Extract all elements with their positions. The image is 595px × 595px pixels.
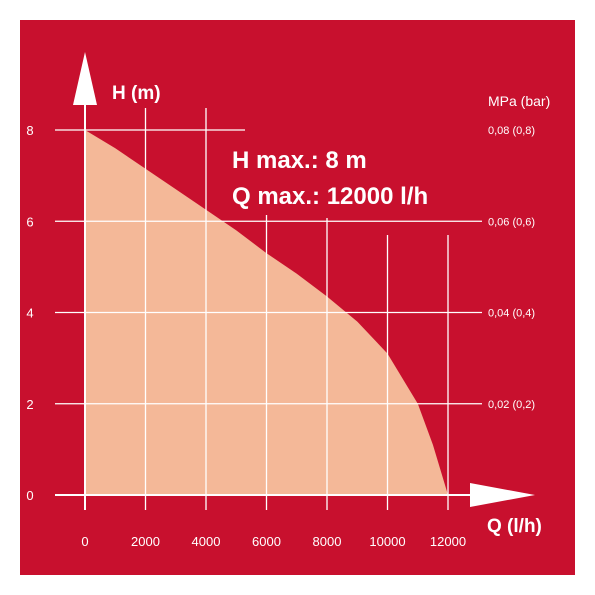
y2-tick-label: 0,06 (0,6) xyxy=(488,216,535,228)
x-tick-label: 0 xyxy=(81,534,88,549)
x-tick-label: 10000 xyxy=(369,534,405,549)
y-tick-label: 2 xyxy=(26,397,33,412)
y2-tick-label: 0,04 (0,4) xyxy=(488,308,535,320)
y-tick-label: 6 xyxy=(26,214,33,229)
y2-axis-title: MPa (bar) xyxy=(488,93,550,109)
annotation-q-max: Q max.: 12000 l/h xyxy=(232,183,428,210)
grid-lines xyxy=(55,108,482,510)
y-axis-title: H (m) xyxy=(112,83,161,104)
y-tick-label: 8 xyxy=(26,123,33,138)
tick-labels: 0 2000 4000 6000 8000 10000 12000 0 2 4 6 8 0,02 (0,… xyxy=(26,123,535,549)
x-axis-arrow xyxy=(470,483,535,507)
y2-tick-label: 0,08 (0,8) xyxy=(488,125,535,137)
x-tick-label: 4000 xyxy=(192,534,221,549)
y-tick-label: 0 xyxy=(26,488,33,503)
axes xyxy=(55,52,535,510)
x-tick-label: 6000 xyxy=(252,534,281,549)
annotation-h-max: H max.: 8 m xyxy=(232,147,367,174)
x-tick-label: 12000 xyxy=(430,534,466,549)
y-axis-arrow xyxy=(73,52,97,105)
y-tick-label: 4 xyxy=(26,306,33,321)
x-tick-label: 2000 xyxy=(131,534,160,549)
x-tick-label: 8000 xyxy=(313,534,342,549)
y2-tick-label: 0,02 (0,2) xyxy=(488,399,535,411)
x-axis-title: Q (l/h) xyxy=(487,516,542,537)
